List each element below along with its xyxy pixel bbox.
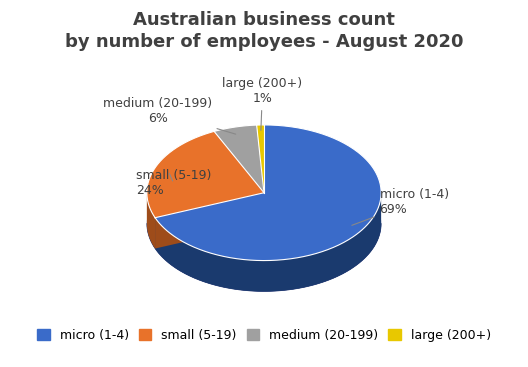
Text: large (200+)
1%: large (200+) 1%	[222, 77, 303, 130]
Text: small (5-19)
24%: small (5-19) 24%	[136, 170, 211, 197]
Polygon shape	[155, 194, 381, 291]
Text: micro (1-4)
69%: micro (1-4) 69%	[352, 188, 449, 225]
Legend: micro (1-4), small (5-19), medium (20-199), large (200+): micro (1-4), small (5-19), medium (20-19…	[32, 324, 496, 347]
Polygon shape	[155, 193, 264, 248]
Polygon shape	[147, 193, 155, 248]
Polygon shape	[155, 193, 264, 248]
Text: medium (20-199)
6%: medium (20-199) 6%	[103, 97, 235, 134]
Polygon shape	[257, 125, 264, 193]
Polygon shape	[155, 125, 381, 261]
Polygon shape	[147, 131, 264, 218]
Ellipse shape	[147, 156, 381, 291]
Polygon shape	[214, 125, 264, 193]
Text: Australian business count
by number of employees - August 2020: Australian business count by number of e…	[65, 11, 463, 51]
